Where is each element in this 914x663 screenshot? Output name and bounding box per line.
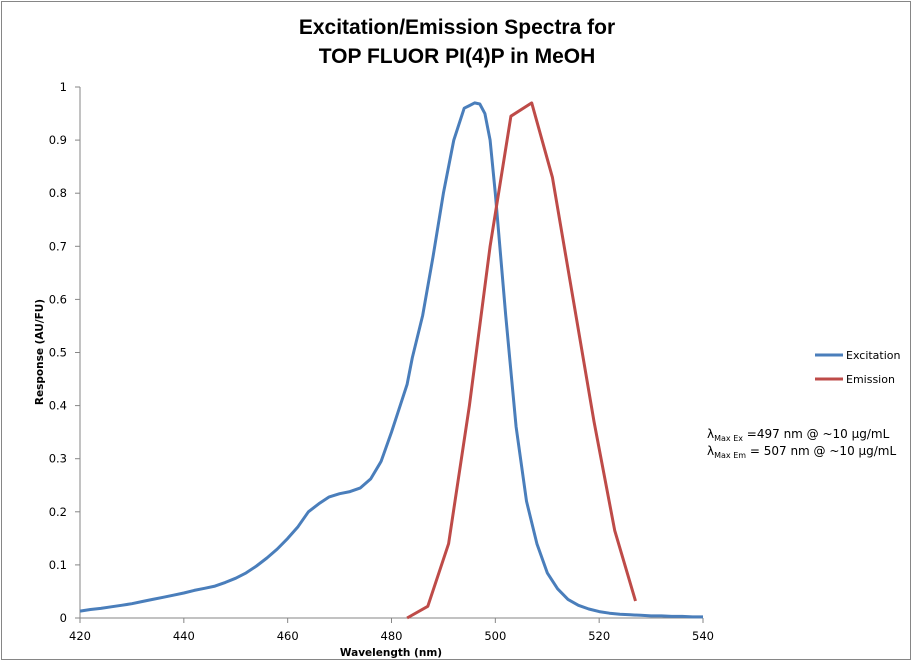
- lambda-value: =497 nm @ ~10 µg/mL: [743, 427, 890, 441]
- y-tick-label: 1: [60, 80, 67, 94]
- x-tick-label: 500: [484, 629, 506, 643]
- lambda-subscript: Max Ex: [714, 434, 743, 443]
- legend-item-emission: Emission: [815, 373, 895, 386]
- x-tick-label: 540: [692, 629, 714, 643]
- lambda-max-emission-note: λMax Em = 507 nm @ ~10 µg/mL: [707, 444, 896, 460]
- y-tick-label: 0.6: [49, 292, 67, 306]
- y-tick-label: 0.8: [49, 186, 67, 200]
- axes: 00.10.20.30.40.50.60.70.80.91 420 440 460 4…: [49, 80, 714, 643]
- legend-label-excitation: Excitation: [846, 349, 901, 362]
- chart-title-line-2: TOP FLUOR PI(4)P in MeOH: [319, 45, 596, 68]
- y-tick-label: 0.9: [49, 133, 67, 147]
- y-tick-label: 0.2: [49, 505, 67, 519]
- y-tick-label: 0.1: [49, 558, 67, 572]
- lambda-subscript: Max Em: [714, 451, 746, 460]
- series-lines: [79, 101, 703, 620]
- series-line-excitation: [79, 101, 703, 619]
- x-tick-label: 440: [173, 629, 195, 643]
- y-axis-label: Response (AU/FU): [34, 299, 46, 405]
- y-tick-label: 0.5: [49, 346, 67, 360]
- chart-title: Excitation/Emission Spectra for TOP FLUO…: [299, 16, 615, 68]
- y-ticks: 0 0.1 0.2 0.3 0.4 0.5 0.6 0.7 0.8 0.9 1: [49, 80, 80, 625]
- legend: Excitation Emission: [815, 349, 901, 386]
- lambda-max-annotations: λMax Ex =497 nm @ ~10 µg/mL λMax Em = 50…: [707, 427, 896, 460]
- lambda-symbol: λ: [707, 427, 714, 441]
- x-ticks: 420 440 460 480 500 520 540: [69, 618, 714, 643]
- x-tick-label: 420: [69, 629, 91, 643]
- y-tick-label: 0.7: [49, 239, 67, 253]
- lambda-value: = 507 nm @ ~10 µg/mL: [746, 444, 896, 458]
- lambda-symbol: λ: [707, 444, 714, 458]
- x-tick-label: 460: [277, 629, 299, 643]
- legend-item-excitation: Excitation: [815, 349, 901, 362]
- x-axis-label: Wavelength (nm): [340, 647, 442, 659]
- y-tick-label: 0.4: [49, 399, 67, 413]
- legend-label-emission: Emission: [846, 373, 895, 386]
- x-tick-label: 480: [381, 629, 403, 643]
- series-line-emission: [406, 101, 637, 620]
- x-tick-label: 520: [588, 629, 610, 643]
- lambda-max-excitation-note: λMax Ex =497 nm @ ~10 µg/mL: [707, 427, 890, 443]
- y-tick-label: 0.3: [49, 452, 67, 466]
- y-tick-label: 0: [60, 611, 67, 625]
- chart-title-line-1: Excitation/Emission Spectra for: [299, 16, 615, 39]
